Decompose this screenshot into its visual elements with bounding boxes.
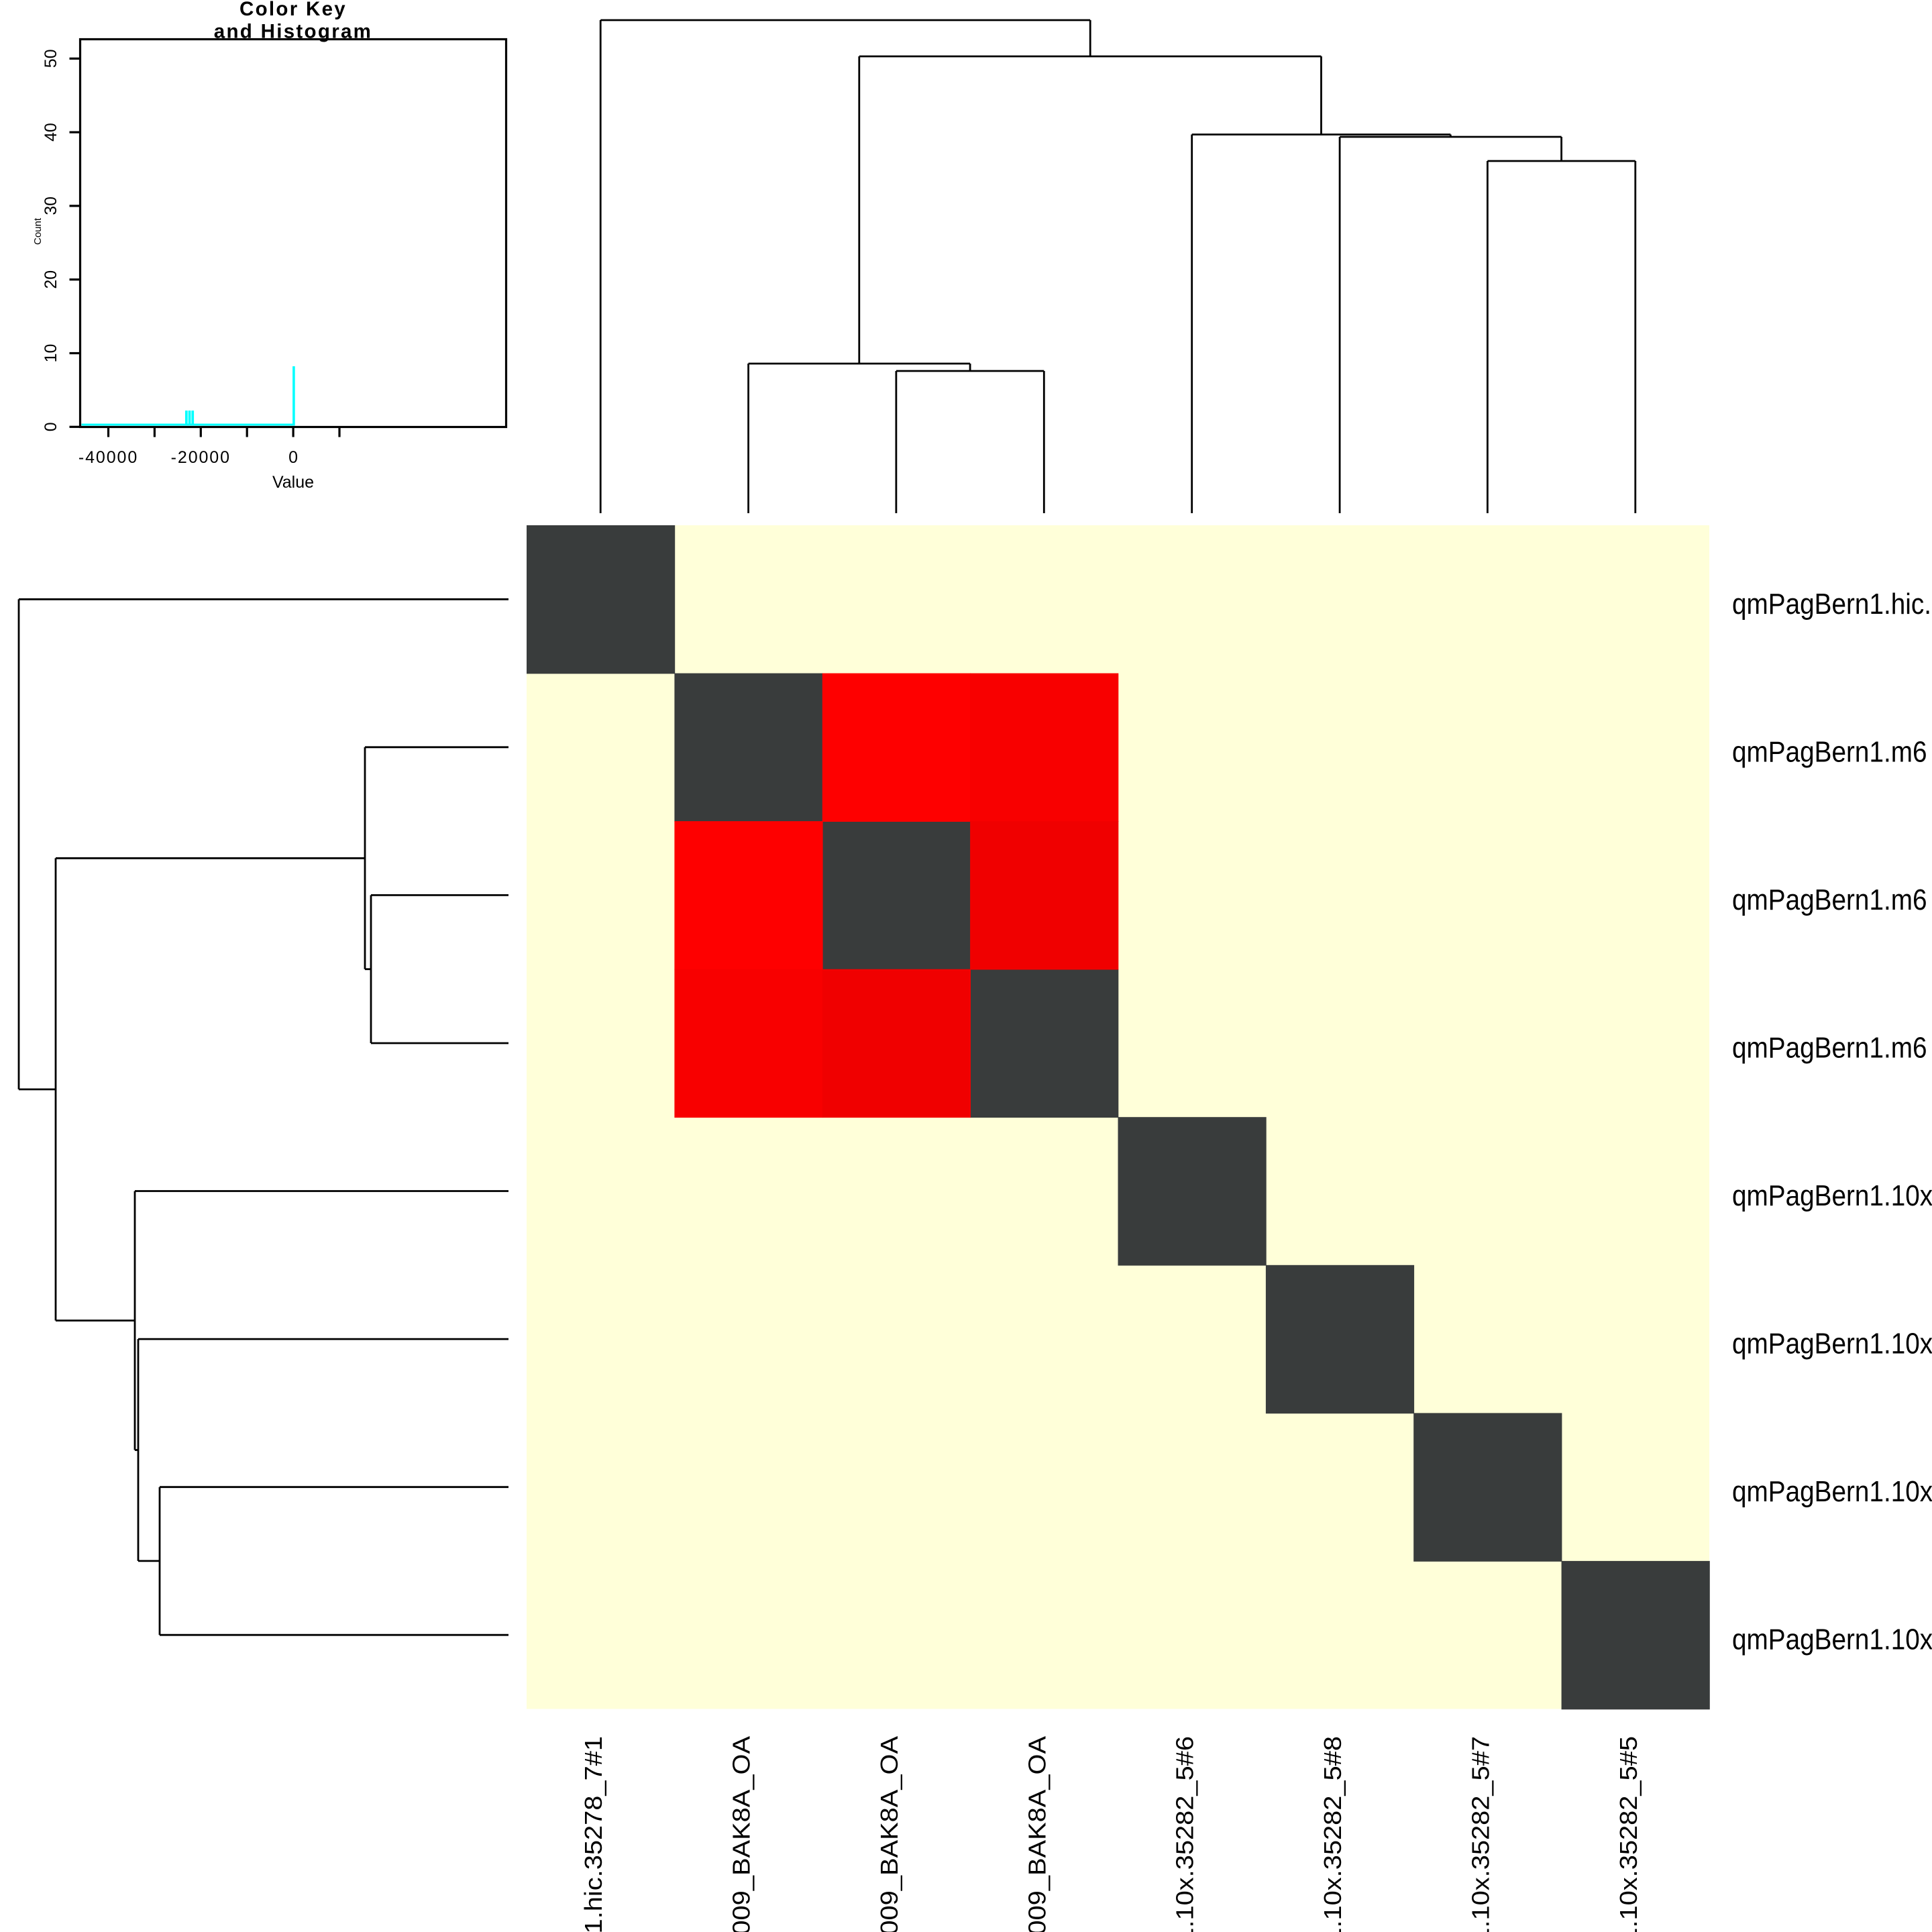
svg-text:10: 10: [42, 344, 60, 363]
svg-text:qmPagBern1.m6 1009_BAK8A_OA: qmPagBern1.m6 1009_BAK8A_OA: [1732, 735, 1932, 768]
svg-text:qmPagBern1.m6 1009_BAK8A_OA: qmPagBern1.m6 1009_BAK8A_OA: [1732, 1030, 1932, 1064]
svg-text:qmPagBern1.m6 1009_BAK8A_OA: qmPagBern1.m6 1009_BAK8A_OA: [1732, 883, 1932, 916]
svg-text:qmPagBern1.m6 1009_BAK8A_OA: qmPagBern1.m6 1009_BAK8A_OA: [1024, 1735, 1051, 1932]
svg-text:20: 20: [42, 270, 60, 289]
svg-text:Value: Value: [272, 473, 314, 492]
svg-text:40: 40: [42, 123, 60, 142]
svg-text:and Histogram: and Histogram: [214, 21, 372, 43]
svg-text:0: 0: [42, 422, 60, 431]
svg-text:qmPagBern1.hic.35278_7#1: qmPagBern1.hic.35278_7#1: [581, 1736, 608, 1932]
svg-text:qmPagBern1.m6 1009_BAK8A_OA: qmPagBern1.m6 1009_BAK8A_OA: [877, 1735, 904, 1932]
svg-text:qmPagBern1.hic.35278_7#1: qmPagBern1.hic.35278_7#1: [1732, 586, 1932, 620]
svg-text:30: 30: [42, 197, 60, 215]
svg-text:Color Key: Color Key: [239, 0, 347, 20]
svg-text:qmPagBern1.10x.35282_5#8: qmPagBern1.10x.35282_5#8: [1320, 1736, 1347, 1932]
svg-text:0: 0: [288, 448, 298, 467]
svg-text:qmPagBern1.10x.35282_5#6: qmPagBern1.10x.35282_5#6: [1732, 1179, 1932, 1212]
svg-text:qmPagBern1.10x.35282_5#7: qmPagBern1.10x.35282_5#7: [1732, 1474, 1932, 1508]
svg-text:qmPagBern1.10x.35282_5#5: qmPagBern1.10x.35282_5#5: [1732, 1622, 1932, 1656]
svg-text:50: 50: [42, 49, 60, 68]
svg-text:qmPagBern1.10x.35282_5#6: qmPagBern1.10x.35282_5#6: [1172, 1736, 1199, 1932]
svg-text:qmPagBern1.10x.35282_5#8: qmPagBern1.10x.35282_5#8: [1732, 1326, 1932, 1360]
svg-text:-40000: -40000: [78, 448, 138, 467]
svg-text:Count: Count: [32, 217, 44, 245]
svg-text:qmPagBern1.10x.35282_5#7: qmPagBern1.10x.35282_5#7: [1468, 1736, 1495, 1932]
svg-text:qmPagBern1.10x.35282_5#5: qmPagBern1.10x.35282_5#5: [1615, 1736, 1642, 1932]
svg-text:qmPagBern1.m6 1009_BAK8A_OA: qmPagBern1.m6 1009_BAK8A_OA: [729, 1735, 755, 1932]
svg-text:-20000: -20000: [171, 448, 231, 467]
